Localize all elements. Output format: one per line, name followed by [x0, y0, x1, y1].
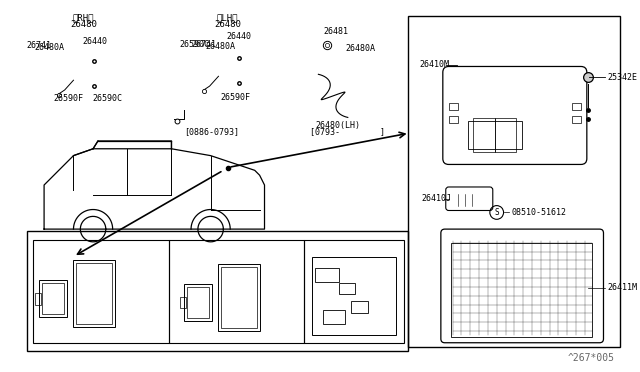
Bar [312, 257, 396, 335]
Text: 26590F: 26590F [54, 94, 84, 103]
Text: 26410M: 26410M [419, 60, 449, 69]
Bar [76, 263, 112, 324]
Text: 〈RH〉: 〈RH〉 [72, 13, 94, 22]
Bar [351, 301, 369, 313]
Bar [28, 231, 408, 350]
Text: 26410J: 26410J [421, 194, 451, 203]
Bar [35, 293, 41, 305]
Text: 26480A: 26480A [346, 44, 376, 53]
Bar [408, 16, 620, 347]
Bar [218, 264, 260, 331]
Bar [221, 267, 257, 328]
Text: 26440: 26440 [227, 32, 252, 41]
Bar [449, 103, 458, 110]
Text: 26480: 26480 [214, 20, 241, 29]
FancyBboxPatch shape [441, 229, 604, 343]
Bar [572, 103, 581, 110]
Bar [304, 240, 404, 343]
Text: 26440: 26440 [83, 36, 108, 45]
Text: ^267*005: ^267*005 [567, 353, 614, 363]
Bar [33, 240, 168, 343]
Text: [0886-0793]: [0886-0793] [184, 126, 239, 136]
Bar [451, 243, 592, 337]
Bar [449, 116, 458, 123]
Text: 08510-51612: 08510-51612 [511, 208, 566, 217]
Text: S: S [494, 208, 499, 217]
Text: 26481: 26481 [324, 27, 349, 36]
Bar [187, 287, 209, 318]
Bar [468, 121, 522, 149]
Bar [495, 118, 516, 152]
Bar [74, 260, 115, 327]
Text: 26590C: 26590C [179, 41, 209, 49]
Bar [473, 118, 495, 152]
Bar [180, 297, 186, 308]
Bar [39, 280, 67, 317]
Bar [184, 284, 212, 321]
FancyBboxPatch shape [443, 67, 587, 164]
Text: 26590F: 26590F [220, 93, 250, 102]
Text: 26590C: 26590C [93, 94, 123, 103]
Text: 26741: 26741 [191, 41, 216, 49]
Bar [168, 240, 304, 343]
Text: [0793-        ]: [0793- ] [310, 126, 385, 136]
Bar [323, 310, 345, 324]
Text: 26480(LH): 26480(LH) [316, 121, 360, 130]
Text: 26741: 26741 [27, 41, 52, 50]
Text: 26411M: 26411M [607, 283, 637, 292]
Bar [339, 283, 355, 294]
Text: 26480A: 26480A [34, 44, 64, 52]
Text: 〈LH〉: 〈LH〉 [216, 13, 238, 22]
Text: 26480: 26480 [70, 20, 97, 29]
Text: 26480A: 26480A [205, 42, 236, 51]
Bar [42, 283, 63, 314]
FancyBboxPatch shape [445, 187, 493, 211]
Bar [316, 268, 339, 282]
Text: 25342E: 25342E [607, 73, 637, 82]
Bar [572, 116, 581, 123]
